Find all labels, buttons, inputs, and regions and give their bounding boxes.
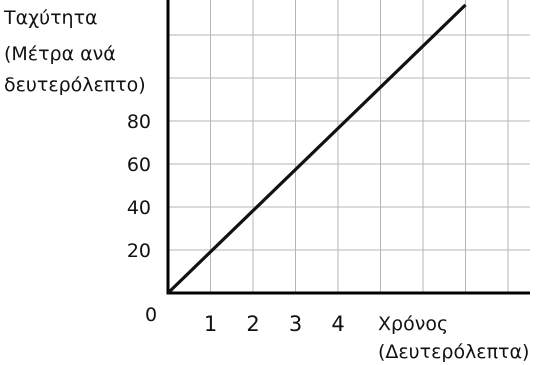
y-axis-label-line-1: Ταχύτητα <box>4 7 98 29</box>
y-tick-label: 20 <box>127 240 151 262</box>
y-axis-label-line-2: (Μέτρα ανά <box>4 43 116 65</box>
origin-label: 0 <box>145 304 157 326</box>
y-axis-label-line-3: δευτερόλεπτο) <box>4 74 146 96</box>
x-axis-label-line-1: Χρόνος <box>378 313 449 335</box>
x-axis-label-line-2: (Δευτερόλεπτα) <box>378 341 530 363</box>
y-tick-label: 60 <box>127 154 151 176</box>
y-tick-label: 80 <box>127 111 151 133</box>
x-tick-label: 3 <box>289 312 302 336</box>
series-line <box>166 3 467 295</box>
x-tick-label: 1 <box>204 312 217 336</box>
x-tick-label: 4 <box>331 312 344 336</box>
y-tick-label: 40 <box>127 197 151 219</box>
x-tick-label: 2 <box>246 312 259 336</box>
